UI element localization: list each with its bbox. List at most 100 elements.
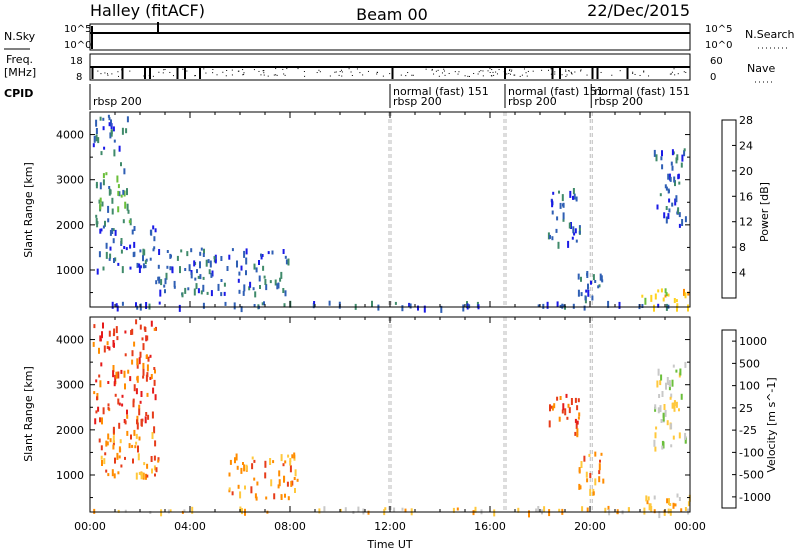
echo-cell (142, 368, 145, 376)
echo-cell (251, 456, 254, 460)
echo-cell (562, 203, 564, 207)
ytick-label: 3000 (56, 379, 84, 392)
echo-cell (136, 305, 139, 310)
echo-cell (95, 410, 98, 414)
echo-cell (126, 116, 129, 123)
echo-cell (217, 283, 220, 291)
echo-cell (660, 156, 663, 161)
echo-cell (158, 276, 161, 284)
echo-cell (598, 284, 601, 288)
nave-dot (341, 75, 343, 77)
echo-cell (105, 242, 108, 249)
echo-cell (244, 485, 246, 490)
echo-cell (468, 304, 471, 309)
echo-cell (371, 300, 373, 307)
echo-cell (659, 405, 662, 413)
nave-dot (498, 69, 500, 71)
echo-cell (129, 244, 132, 249)
nave-dot (632, 72, 634, 74)
echo-cell (170, 254, 172, 258)
echo-cell (571, 236, 574, 240)
nave-dot (478, 71, 480, 73)
echo-cell (547, 232, 550, 240)
echo-cell (130, 434, 132, 440)
echo-cell (116, 452, 119, 460)
echo-cell (270, 479, 273, 487)
nave-dot (405, 75, 407, 77)
echo-cell (131, 229, 134, 235)
echo-cell (111, 197, 114, 204)
velocity-xlabel: Time UT (366, 538, 412, 551)
echo-cell (291, 454, 294, 459)
echo-cell (656, 204, 659, 210)
colorbar-tick-label: 8 (739, 241, 746, 254)
echo-cell (144, 265, 147, 269)
echo-cell (108, 117, 111, 121)
echo-cell (672, 364, 675, 368)
echo-cell (101, 417, 103, 425)
echo-cell (205, 259, 208, 267)
echo-cell (92, 143, 95, 148)
nave-dot (565, 70, 567, 72)
echo-cell (237, 484, 240, 489)
echo-cell (575, 422, 578, 429)
echo-cell (107, 114, 110, 118)
echo-cell (141, 472, 144, 479)
echo-cell (667, 508, 670, 514)
echo-cell (99, 203, 102, 210)
echo-cell (124, 201, 127, 209)
nave-dot (532, 70, 534, 72)
echo-cell (101, 460, 103, 466)
nave-dot (144, 69, 146, 71)
echo-cell (607, 300, 610, 308)
power-colorbar-label: Power [dB] (758, 182, 771, 242)
echo-cell (132, 398, 135, 403)
echo-cell (552, 191, 555, 195)
echo-cell (163, 284, 166, 288)
echo-cell (659, 193, 662, 197)
nave-dot (377, 71, 379, 73)
echo-cell (117, 398, 120, 405)
echo-cell (153, 367, 156, 370)
echo-cell (598, 470, 601, 475)
echo-cell (558, 508, 561, 512)
echo-cell (558, 416, 561, 422)
echo-cell (627, 507, 630, 513)
echo-cell (258, 260, 260, 265)
echo-cell (117, 262, 120, 266)
nave-dot (334, 71, 336, 73)
echo-cell (594, 451, 597, 457)
echo-cell (543, 506, 546, 513)
nave-dot (283, 73, 285, 75)
echo-cell (113, 258, 115, 263)
nave-dot (619, 70, 621, 72)
echo-cell (231, 248, 234, 252)
nave-dot (276, 74, 278, 76)
echo-cell (154, 369, 156, 374)
echo-cell (277, 484, 280, 489)
nave-dot (643, 71, 645, 73)
nave-dot (237, 70, 239, 72)
echo-cell (108, 122, 111, 127)
nave-dot (568, 70, 570, 72)
echo-cell (276, 283, 279, 290)
echo-cell (121, 127, 124, 135)
echo-cell (142, 375, 145, 379)
echo-cell (149, 229, 152, 235)
echo-cell (137, 453, 140, 461)
echo-cell (572, 188, 575, 194)
echo-cell (684, 361, 687, 368)
echo-cell (264, 472, 267, 479)
echo-cell (577, 289, 580, 297)
nave-dot (129, 70, 131, 72)
echo-cell (145, 302, 148, 309)
echo-cell (165, 272, 168, 280)
echo-cell (280, 454, 283, 462)
echo-cell (109, 246, 112, 251)
velocity-plot-area (90, 317, 690, 512)
echo-cell (592, 491, 595, 496)
cpid-segment-bottom: rbsp 200 (508, 95, 557, 108)
echo-cell (112, 426, 115, 434)
echo-cell (114, 374, 117, 382)
nave-dot (338, 74, 340, 76)
